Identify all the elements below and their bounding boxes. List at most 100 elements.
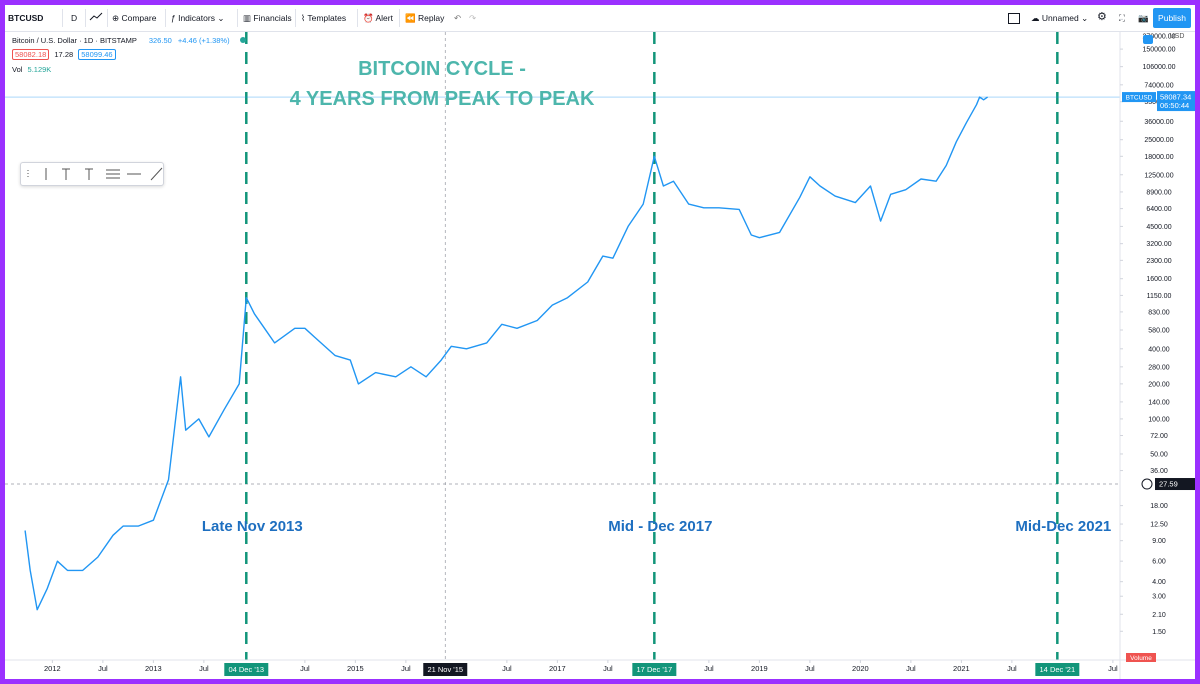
x-tick-label: Jul (199, 664, 209, 673)
layout-name: Unnamed (1041, 13, 1079, 23)
y-tick-label: 4500.00 (1146, 224, 1171, 231)
y-tick-label: 74000.00 (1144, 82, 1173, 89)
separator (295, 9, 296, 27)
y-tick-label: 1600.00 (1146, 276, 1171, 283)
tool-icon[interactable] (106, 169, 120, 179)
y-tick-label: 36.00 (1150, 468, 1168, 475)
templates-label: Templates (307, 13, 347, 23)
redo-button[interactable]: ↷ (469, 13, 477, 23)
y-tick-label: 2300.00 (1146, 258, 1171, 265)
x-tick-label: Jul (805, 664, 815, 673)
replay-button[interactable]: ⏪ Replay (405, 13, 445, 23)
annotation: Late Nov 2013 (202, 518, 303, 535)
x-tick-label: Jul (603, 664, 613, 673)
x-tick-label: Jul (704, 664, 714, 673)
drawing-tools (27, 167, 163, 181)
separator (62, 9, 63, 27)
snapshot-icon[interactable]: 📷 (1138, 13, 1149, 23)
y-tick-label: 830.00 (1148, 309, 1170, 316)
axes: 270000.00150000.00106000.0074000.0053000… (44, 18, 1195, 676)
separator (237, 9, 238, 27)
separator (399, 9, 400, 27)
spread: 17.28 (54, 50, 74, 59)
x-tick-label: Jul (1007, 664, 1017, 673)
tool-icon[interactable] (62, 168, 70, 180)
x-tick-label: Jul (502, 664, 512, 673)
symbol-price-label: BTCUSD (1126, 95, 1153, 102)
x-tick-label: Jul (401, 664, 411, 673)
symbol[interactable]: BTCUSD (8, 13, 44, 23)
bid-button[interactable]: 58082.18 (12, 49, 50, 60)
interval[interactable]: D (71, 13, 78, 23)
compare-button[interactable]: ⊕ Compare (112, 13, 157, 23)
chart-title: BITCOIN CYCLE - (358, 58, 526, 80)
x-tick-label: 2021 (953, 664, 970, 673)
y-tick-label: 150000.00 (1142, 47, 1175, 54)
y-tick-label: 12500.00 (1144, 172, 1173, 179)
separator (165, 9, 166, 27)
indicators-button[interactable]: ƒ Indicators ⌄ (171, 13, 225, 23)
y-tick-label: 72.00 (1150, 433, 1168, 440)
market-status (239, 37, 246, 43)
last-price-label-bg (1157, 91, 1195, 112)
financials-button[interactable]: ▥ Financials (243, 13, 292, 23)
fullscreen-layout-icon[interactable] (1008, 13, 1020, 24)
legend-row: Vol 5.129K (12, 65, 246, 74)
fullscreen-icon[interactable]: ⛶ (1119, 13, 1125, 23)
annotation: Mid - Dec 2017 (608, 518, 712, 535)
x-tick-label: 2020 (852, 664, 869, 673)
x-tick-label: 2012 (44, 664, 61, 673)
volume-badge-bg (1126, 653, 1156, 662)
crosshair-y-label-bg (1155, 478, 1195, 491)
layout-button[interactable]: ☁ Unnamed ⌄ (1031, 13, 1089, 23)
chart-type-icon[interactable] (89, 12, 103, 22)
x-tick-label: Jul (906, 664, 916, 673)
undo-button[interactable]: ↶ (454, 13, 462, 23)
x-tick-label: Jul (98, 664, 108, 673)
currency-label: USD (1170, 33, 1185, 40)
templates-button[interactable]: ⌇ Templates (301, 13, 347, 23)
chart-title: 4 YEARS FROM PEAK TO PEAK (290, 88, 595, 110)
settings-button[interactable] (1143, 35, 1153, 44)
y-tick-label: 12.50 (1150, 522, 1168, 529)
toolbar: BTCUSD D ⊕ Compare ƒ Indicators ⌄ ▥ Fina… (5, 5, 1195, 32)
y-tick-label: 18000.00 (1144, 154, 1173, 161)
settings-icon[interactable]: ⚙ (1097, 11, 1107, 23)
y-tick-label: 270000.00 (1142, 34, 1175, 41)
publish-button[interactable]: Publish (1153, 8, 1191, 28)
y-tick-label: 18.00 (1150, 503, 1168, 510)
x-tick-label: 2019 (751, 664, 768, 673)
y-tick-label: 36000.00 (1144, 119, 1173, 126)
cycle-date-label-bg (632, 663, 677, 676)
plot-area (5, 32, 1120, 660)
crosshair-change: +4.46 (+1.38%) (177, 36, 230, 45)
y-tick-label: 4.00 (1152, 579, 1166, 586)
x-tick-label: Jul (1108, 664, 1118, 673)
x-tick-label: 2015 (347, 664, 364, 673)
y-tick-label: 2.10 (1152, 612, 1166, 619)
price-axis (1120, 32, 1195, 660)
y-tick-label: 25000.00 (1144, 137, 1173, 144)
crosshair-x-label: 21 Nov '15 (427, 665, 463, 674)
price-line (24, 96, 988, 611)
tool-icon[interactable] (85, 168, 93, 180)
replay-label: Replay (417, 13, 445, 23)
tool-icon[interactable] (150, 167, 163, 181)
ask-button[interactable]: 58099.46 (78, 49, 116, 60)
compare-label: Compare (121, 13, 157, 23)
separator (85, 9, 86, 27)
crosshair-y-label: 27.59 (1159, 480, 1178, 489)
cycle-date-label: 17 Dec '17 (637, 665, 673, 674)
cycle-date-label: 04 Dec '13 (228, 665, 264, 674)
last-price-label: 58087.34 (1160, 93, 1191, 102)
y-tick-label: 8900.00 (1146, 189, 1171, 196)
cycle-date-label-bg (224, 663, 269, 676)
crosshair-x-label-bg (423, 663, 468, 676)
symbol-price-label-bg (1122, 92, 1156, 103)
alert-button[interactable]: ⏰ Alert (363, 13, 393, 23)
drawing-toolbar (20, 162, 164, 186)
y-tick-label: 9.00 (1152, 538, 1166, 545)
y-tick-label: 6400.00 (1146, 206, 1171, 213)
y-tick-label: 3200.00 (1146, 241, 1171, 248)
y-tick-label: 200.00 (1148, 381, 1170, 388)
